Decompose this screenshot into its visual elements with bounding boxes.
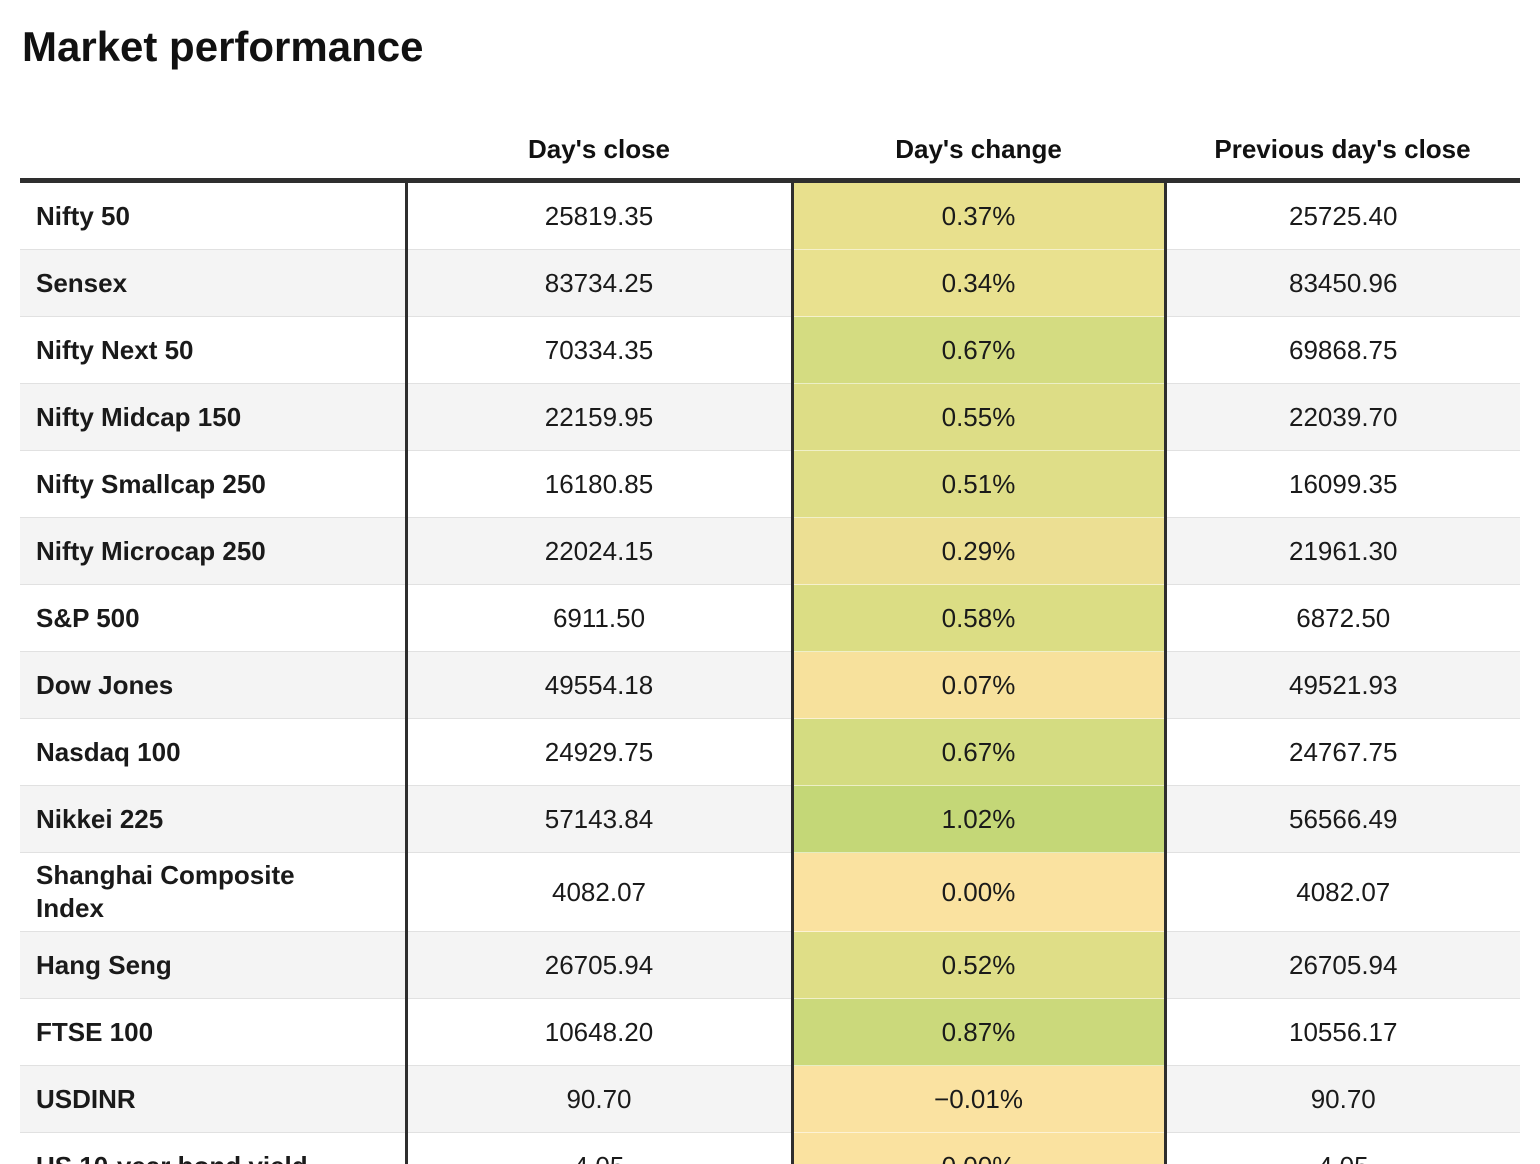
row-label: Shanghai Composite Index	[20, 852, 406, 932]
table-body: Nifty 50 25819.35 0.37% 25725.40 Sensex …	[20, 180, 1520, 1164]
days-close-cell: 83734.25	[404, 249, 792, 317]
previous-close-cell: 49521.93	[1165, 651, 1520, 719]
days-change-cell: 0.29%	[790, 517, 1167, 585]
table-row-dow-jones: Dow Jones 49554.18 0.07% 49521.93	[20, 651, 1520, 719]
header-row: Day's close Day's change Previous day's …	[20, 70, 1520, 184]
previous-close-cell: 56566.49	[1165, 785, 1520, 853]
days-change-cell: 0.58%	[790, 584, 1167, 652]
days-change-cell: 0.07%	[790, 651, 1167, 719]
row-label: S&P 500	[20, 584, 406, 652]
table-row-nikkei-225: Nikkei 225 57143.84 1.02% 56566.49	[20, 785, 1520, 853]
previous-close-cell: 6872.50	[1165, 584, 1520, 652]
days-close-cell: 24929.75	[404, 718, 792, 786]
table-row-ftse-100: FTSE 100 10648.20 0.87% 10556.17	[20, 998, 1520, 1066]
row-label: US 10-year bond yield	[20, 1132, 406, 1164]
days-close-cell: 6911.50	[404, 584, 792, 652]
row-label: Nifty Next 50	[20, 316, 406, 384]
days-change-cell: 0.52%	[790, 931, 1167, 999]
days-close-cell: 25819.35	[404, 180, 792, 250]
days-close-cell: 16180.85	[404, 450, 792, 518]
table-row-hang-seng: Hang Seng 26705.94 0.52% 26705.94	[20, 931, 1520, 999]
previous-close-cell: 26705.94	[1165, 931, 1520, 999]
column-header-days-change: Day's change	[792, 70, 1165, 184]
row-label: Nifty Microcap 250	[20, 517, 406, 585]
row-label: Nasdaq 100	[20, 718, 406, 786]
days-change-cell: 1.02%	[790, 785, 1167, 853]
table-row-nifty-smallcap-250: Nifty Smallcap 250 16180.85 0.51% 16099.…	[20, 450, 1520, 518]
row-label: Dow Jones	[20, 651, 406, 719]
previous-close-cell: 4082.07	[1165, 852, 1520, 932]
days-close-cell: 4.05	[404, 1132, 792, 1164]
days-change-cell: 0.00%	[790, 1132, 1167, 1164]
days-close-cell: 22159.95	[404, 383, 792, 451]
row-label: USDINR	[20, 1065, 406, 1133]
days-change-cell: 0.00%	[790, 852, 1167, 932]
table-row-usdinr: USDINR 90.70 −0.01% 90.70	[20, 1065, 1520, 1133]
previous-close-cell: 25725.40	[1165, 180, 1520, 250]
days-close-cell: 57143.84	[404, 785, 792, 853]
table-row-sensex: Sensex 83734.25 0.34% 83450.96	[20, 249, 1520, 317]
column-header-days-close: Day's close	[406, 70, 792, 184]
days-close-cell: 49554.18	[404, 651, 792, 719]
days-close-cell: 10648.20	[404, 998, 792, 1066]
previous-close-cell: 24767.75	[1165, 718, 1520, 786]
previous-close-cell: 21961.30	[1165, 517, 1520, 585]
row-label: Nifty 50	[20, 180, 406, 250]
column-header-blank	[20, 70, 406, 184]
previous-close-cell: 22039.70	[1165, 383, 1520, 451]
previous-close-cell: 69868.75	[1165, 316, 1520, 384]
table-row-nasdaq-100: Nasdaq 100 24929.75 0.67% 24767.75	[20, 718, 1520, 786]
table-container: Day's close Day's change Previous day's …	[20, 70, 1520, 1164]
table-row-sp-500: S&P 500 6911.50 0.58% 6872.50	[20, 584, 1520, 652]
row-label: Hang Seng	[20, 931, 406, 999]
days-change-cell: 0.55%	[790, 383, 1167, 451]
market-performance-table: Day's close Day's change Previous day's …	[20, 70, 1520, 1164]
table-row-nifty-microcap-250: Nifty Microcap 250 22024.15 0.29% 21961.…	[20, 517, 1520, 585]
table-row-nifty-next-50: Nifty Next 50 70334.35 0.67% 69868.75	[20, 316, 1520, 384]
table-row-nifty-50: Nifty 50 25819.35 0.37% 25725.40	[20, 180, 1520, 250]
days-change-cell: 0.67%	[790, 316, 1167, 384]
days-change-cell: −0.01%	[790, 1065, 1167, 1133]
days-change-cell: 0.51%	[790, 450, 1167, 518]
table-row-nifty-midcap-150: Nifty Midcap 150 22159.95 0.55% 22039.70	[20, 383, 1520, 451]
days-close-cell: 90.70	[404, 1065, 792, 1133]
row-label: FTSE 100	[20, 998, 406, 1066]
column-header-previous-close: Previous day's close	[1165, 70, 1520, 184]
days-change-cell: 0.67%	[790, 718, 1167, 786]
row-label: Nifty Smallcap 250	[20, 450, 406, 518]
table-row-us-10y-bond: US 10-year bond yield 4.05 0.00% 4.05	[20, 1132, 1520, 1164]
previous-close-cell: 90.70	[1165, 1065, 1520, 1133]
days-close-cell: 22024.15	[404, 517, 792, 585]
previous-close-cell: 4.05	[1165, 1132, 1520, 1164]
row-label: Nifty Midcap 150	[20, 383, 406, 451]
page: Market performance Day's close Day's cha…	[0, 23, 1540, 1164]
days-close-cell: 4082.07	[404, 852, 792, 932]
page-title: Market performance	[22, 23, 424, 70]
days-change-cell: 0.34%	[790, 249, 1167, 317]
days-close-cell: 26705.94	[404, 931, 792, 999]
row-label: Nikkei 225	[20, 785, 406, 853]
row-label: Sensex	[20, 249, 406, 317]
table-header: Day's close Day's change Previous day's …	[20, 70, 1520, 184]
table-row-shanghai-composite: Shanghai Composite Index 4082.07 0.00% 4…	[20, 852, 1520, 932]
previous-close-cell: 16099.35	[1165, 450, 1520, 518]
days-close-cell: 70334.35	[404, 316, 792, 384]
days-change-cell: 0.37%	[790, 180, 1167, 250]
previous-close-cell: 10556.17	[1165, 998, 1520, 1066]
previous-close-cell: 83450.96	[1165, 249, 1520, 317]
days-change-cell: 0.87%	[790, 998, 1167, 1066]
